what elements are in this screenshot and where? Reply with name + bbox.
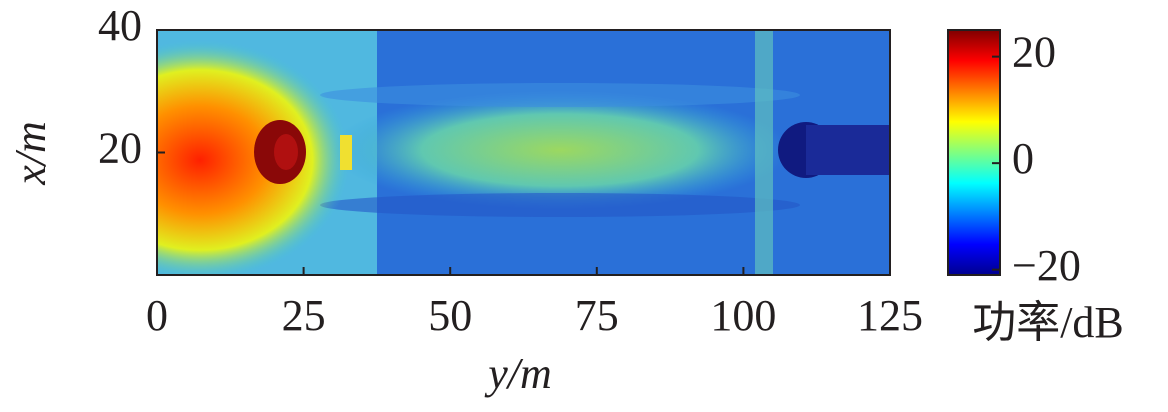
- colorbar-tick-label: 20: [1012, 28, 1056, 77]
- y-tick-label: 20: [98, 124, 142, 173]
- x-axis-label: y/m: [484, 349, 552, 398]
- x-tick-label: 100: [710, 291, 776, 340]
- x-tick-label: 25: [282, 291, 326, 340]
- colorbar-tick-label: −20: [1012, 241, 1081, 290]
- x-tick-label: 125: [857, 291, 923, 340]
- colorbar-label: 功率/dB: [972, 298, 1124, 347]
- y-tick-label: 40: [98, 1, 142, 50]
- y-axis-label: x/m: [6, 121, 55, 186]
- x-tick-label: 0: [146, 291, 168, 340]
- heatmap-field: [157, 30, 890, 275]
- x-tick-label: 75: [575, 291, 619, 340]
- colorbar: [947, 29, 1001, 276]
- x-tick-label: 50: [428, 291, 472, 340]
- colorbar-tick-label: 0: [1012, 134, 1034, 183]
